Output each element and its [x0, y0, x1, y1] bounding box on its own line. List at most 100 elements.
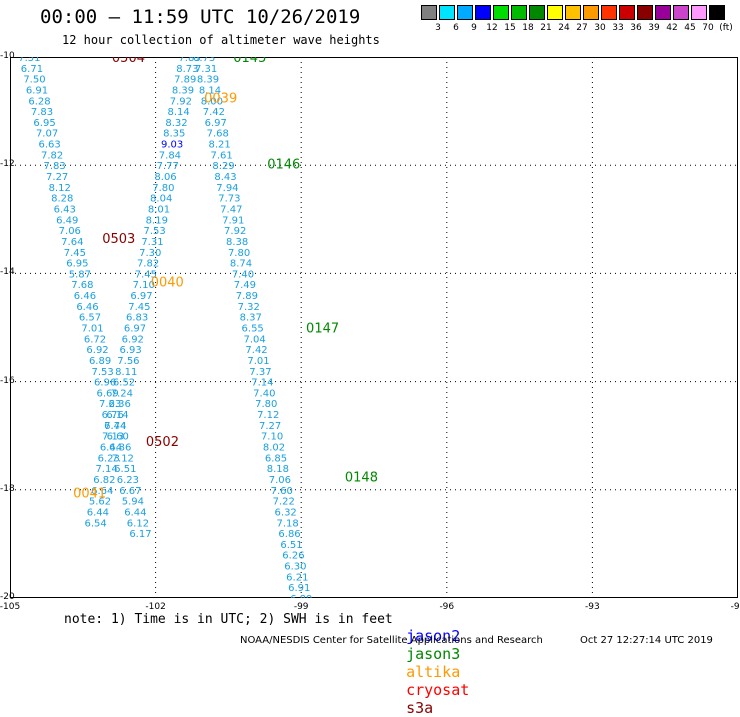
wave-height-value: 7.91 [222, 215, 244, 226]
legend-swatch [655, 5, 671, 20]
pass-label: 0041 [73, 487, 106, 502]
wave-height-value: 6.95 [33, 118, 55, 129]
wave-height-value: 7.51 [18, 57, 40, 64]
legend-swatch [565, 5, 581, 20]
legend-swatch [511, 5, 527, 20]
wave-height-value: 7.50 [23, 75, 45, 86]
wave-height-value: 7.47 [220, 204, 242, 215]
wave-height-value: 6.89 [290, 594, 312, 598]
wave-height-value: 8.73 [176, 64, 198, 75]
wave-height-value: 8.00 [201, 96, 223, 107]
wave-height-value: 7.83 [178, 57, 200, 64]
wave-height-value: 7.53 [91, 367, 113, 378]
satellite-legend: jason2 jason3 altika cryosat s3a [388, 609, 469, 717]
wave-height-value: 6.30 [284, 562, 306, 573]
wave-height-value: 6.85 [265, 453, 287, 464]
wave-height-value: 6.57 [79, 313, 101, 324]
wave-height-value: 7.80 [152, 183, 174, 194]
x-tick-label: -96 [439, 602, 455, 612]
legend-label: 9 [471, 23, 477, 33]
legend-swatch [637, 5, 653, 20]
wave-height-value: 7.89 [174, 75, 196, 86]
x-tick-label: -93 [585, 602, 600, 612]
map-title: 00:00 – 11:59 UTC 10/26/2019 [40, 6, 361, 28]
wave-height-value: 7.82 [137, 259, 159, 270]
sat-jason2: jason2 [406, 627, 461, 645]
wave-height-value: 8.21 [209, 140, 231, 151]
wave-height-value: 7.84 [159, 150, 181, 161]
wave-height-value: 7.04 [243, 334, 265, 345]
wave-height-value: 6.92 [122, 334, 144, 345]
wave-height-value: 6.14 [106, 410, 128, 421]
legend-swatch [439, 5, 455, 20]
legend-label: 45 [684, 23, 696, 33]
map-svg: 7.516.717.506.916.287.836.957.076.637.82… [10, 51, 738, 627]
wave-height-value: 6.26 [282, 551, 304, 562]
pass-label: 0040 [151, 276, 184, 291]
wave-height-value: 7.07 [36, 129, 58, 140]
wave-height-value: 6.32 [275, 507, 297, 518]
wave-height-value: 6.63 [38, 140, 60, 151]
wave-height-value: 6.36 [109, 399, 131, 410]
sat-altika: altika [406, 663, 461, 681]
wave-height-value: 7.45 [135, 269, 157, 280]
wave-height-value: 7.92 [224, 226, 246, 237]
wave-height-value: 7.12 [112, 453, 134, 464]
pass-label: 0148 [345, 470, 378, 485]
wave-height-value: 7.42 [245, 345, 267, 356]
wave-height-value: 6.83 [126, 313, 148, 324]
legend-swatch [493, 5, 509, 20]
wave-height-value: 6.60 [107, 432, 129, 443]
wave-height-value: 6.86 [109, 443, 131, 454]
wave-height-value: 6.23 [98, 453, 120, 464]
pass-label: 0504 [112, 57, 145, 66]
legend-label: 3 [435, 23, 441, 33]
wave-height-value: 8.11 [115, 367, 137, 378]
sat-s3a: s3a [406, 699, 434, 717]
pass-label: 0502 [146, 435, 179, 450]
legend-label: 18 [522, 23, 534, 33]
timestamp: Oct 27 12:27:14 UTC 2019 [580, 635, 713, 646]
wave-height-value: 8.04 [150, 194, 172, 205]
wave-height-value: 6.54 [85, 518, 107, 529]
wave-height-value: 6.97 [124, 324, 146, 335]
wave-height-value: 8.02 [263, 443, 285, 454]
wave-height-value: 6.43 [54, 204, 76, 215]
wave-height-value: 6.97 [130, 291, 152, 302]
wave-height-value: 6.44 [124, 507, 146, 518]
wave-height-value: 6.12 [127, 518, 149, 529]
wave-height-value: 7.40 [253, 388, 275, 399]
wave-height-value: 6.28 [28, 96, 50, 107]
wave-height-value: 8.35 [163, 129, 185, 140]
wave-height-value: 7.01 [247, 356, 269, 367]
x-tick-label: -105 [0, 602, 21, 612]
wave-height-value: 6.17 [129, 529, 151, 540]
wave-height-value: 6.82 [93, 475, 115, 486]
legend-label: (ft) [719, 23, 733, 33]
wave-height-value: 6.93 [119, 345, 141, 356]
wave-height-value: 8.28 [51, 194, 73, 205]
wave-height-value: 7.24 [111, 388, 133, 399]
wave-height-value: 7.37 [249, 367, 271, 378]
legend-swatch [709, 5, 725, 20]
wave-height-value: 7.83 [31, 107, 53, 118]
y-tick-label: -10 [0, 51, 15, 61]
sat-cryosat: cryosat [406, 681, 470, 699]
map-plot: 7.51 6.71 7.50 6.91 6.28 7.83 6.95 7.07 6.63 7.82… [10, 51, 738, 627]
wave-height-value: 8.39 [172, 85, 194, 96]
wave-height-value: 6.46 [74, 291, 96, 302]
wave-height-value: 6.86 [278, 529, 300, 540]
wave-height-value: 7.13 [102, 432, 124, 443]
legend-swatch [547, 5, 563, 20]
legend-label: 70 [702, 23, 714, 33]
wave-height-value: 7.12 [257, 410, 279, 421]
pass-label: 0039 [204, 92, 237, 107]
wave-height-value: 7.01 [81, 324, 103, 335]
wave-height-value: 7.68 [207, 129, 229, 140]
wave-height-value: 7.40 [232, 269, 254, 280]
wave-height-value: 8.38 [226, 237, 248, 248]
wave-height-value: 7.89 [236, 291, 258, 302]
legend-label: 30 [594, 23, 606, 33]
legend-label: 21 [540, 23, 552, 33]
wave-height-value: 6.44 [100, 443, 122, 454]
